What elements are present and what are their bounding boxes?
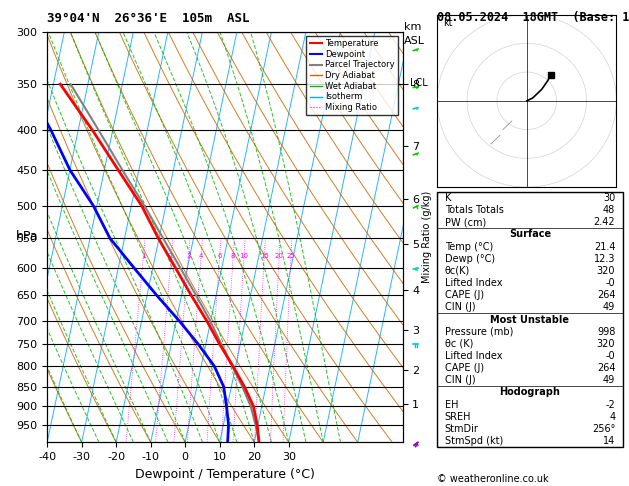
Text: Surface: Surface [509, 229, 551, 240]
Text: © weatheronline.co.uk: © weatheronline.co.uk [437, 473, 548, 484]
Text: 25: 25 [287, 254, 295, 260]
Text: CAPE (J): CAPE (J) [445, 363, 484, 373]
Text: 264: 264 [597, 290, 615, 300]
Text: K: K [445, 193, 451, 203]
Text: 21.4: 21.4 [594, 242, 615, 252]
Text: 30: 30 [603, 193, 615, 203]
Text: Temp (°C): Temp (°C) [445, 242, 493, 252]
Text: 15: 15 [260, 254, 269, 260]
Text: SREH: SREH [445, 412, 471, 422]
Text: 1: 1 [141, 254, 145, 260]
Text: 320: 320 [597, 266, 615, 276]
Text: θᴄ(K): θᴄ(K) [445, 266, 470, 276]
Text: -0: -0 [606, 278, 615, 288]
Text: ASL: ASL [404, 36, 425, 47]
Text: 2: 2 [169, 254, 174, 260]
Text: Pressure (mb): Pressure (mb) [445, 327, 513, 337]
Text: hPa: hPa [16, 230, 39, 243]
Text: 12.3: 12.3 [594, 254, 615, 264]
Text: CIN (J): CIN (J) [445, 302, 475, 312]
Text: 320: 320 [597, 339, 615, 349]
Text: 8: 8 [231, 254, 235, 260]
Text: -2: -2 [606, 399, 615, 410]
Text: Lifted Index: Lifted Index [445, 351, 502, 361]
Y-axis label: Mixing Ratio (g/kg): Mixing Ratio (g/kg) [422, 191, 432, 283]
Text: 264: 264 [597, 363, 615, 373]
Legend: Temperature, Dewpoint, Parcel Trajectory, Dry Adiabat, Wet Adiabat, Isotherm, Mi: Temperature, Dewpoint, Parcel Trajectory… [306, 36, 398, 115]
Text: EH: EH [445, 399, 458, 410]
Text: 48: 48 [603, 205, 615, 215]
Text: CIN (J): CIN (J) [445, 375, 475, 385]
Text: PW (cm): PW (cm) [445, 217, 486, 227]
Text: km: km [404, 22, 421, 32]
Text: Totals Totals: Totals Totals [445, 205, 503, 215]
Text: 3: 3 [186, 254, 191, 260]
Text: StmDir: StmDir [445, 424, 479, 434]
Text: Hodograph: Hodograph [499, 387, 560, 398]
Text: Lifted Index: Lifted Index [445, 278, 502, 288]
X-axis label: Dewpoint / Temperature (°C): Dewpoint / Temperature (°C) [135, 468, 314, 481]
Text: 4: 4 [609, 412, 615, 422]
Text: LCL: LCL [409, 78, 428, 88]
Text: Most Unstable: Most Unstable [491, 314, 569, 325]
Text: 256°: 256° [592, 424, 615, 434]
Text: 20: 20 [275, 254, 284, 260]
Text: StmSpd (kt): StmSpd (kt) [445, 436, 503, 446]
Text: 998: 998 [597, 327, 615, 337]
Text: CAPE (J): CAPE (J) [445, 290, 484, 300]
Text: Dewp (°C): Dewp (°C) [445, 254, 494, 264]
Text: 39°04'N  26°36'E  105m  ASL: 39°04'N 26°36'E 105m ASL [47, 12, 250, 25]
Text: 10: 10 [240, 254, 248, 260]
Text: θᴄ (K): θᴄ (K) [445, 339, 473, 349]
Text: -0: -0 [606, 351, 615, 361]
Text: 4: 4 [199, 254, 203, 260]
Text: kt: kt [443, 18, 453, 28]
Text: 2.42: 2.42 [594, 217, 615, 227]
Text: 49: 49 [603, 302, 615, 312]
Text: 49: 49 [603, 375, 615, 385]
Text: 14: 14 [603, 436, 615, 446]
Text: 08.05.2024  18GMT  (Base: 12): 08.05.2024 18GMT (Base: 12) [437, 11, 629, 24]
Text: 6: 6 [218, 254, 222, 260]
